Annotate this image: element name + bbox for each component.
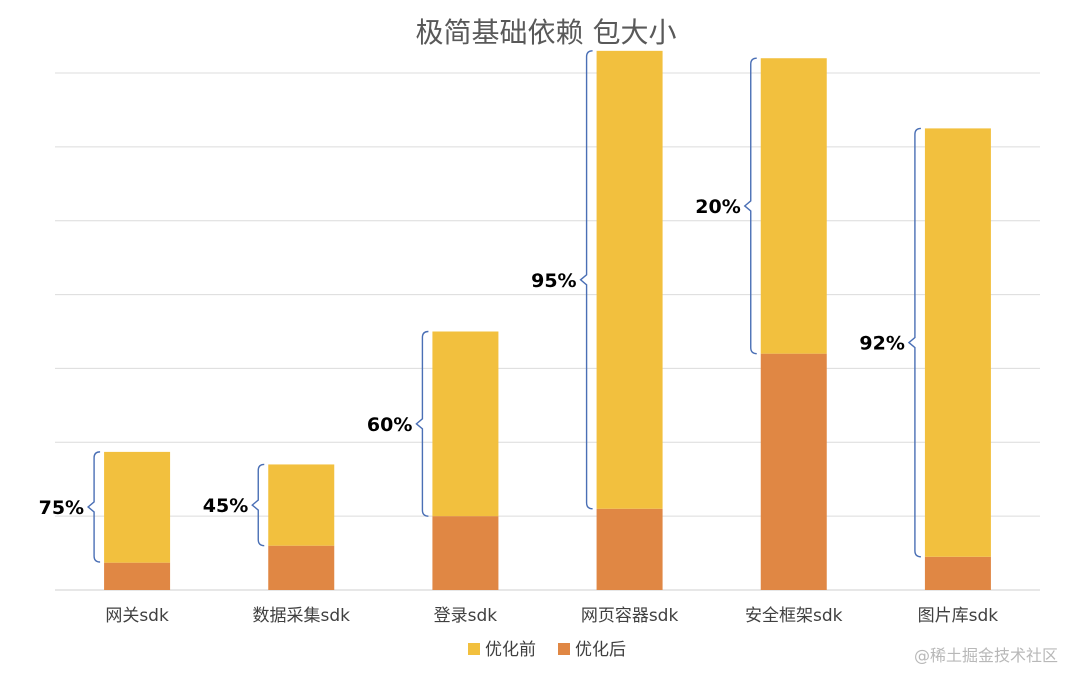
bar-before [268, 464, 335, 546]
watermark: @稀土掘金技术社区 [914, 646, 1058, 665]
reduction-label: 75% [39, 497, 84, 519]
bar-before [104, 451, 171, 563]
category-label: 网关sdk [105, 606, 169, 626]
gridlines [55, 72, 1040, 591]
reduction-bracket [579, 50, 593, 510]
legend-label: 优化后 [575, 640, 626, 660]
reduction-label: 20% [695, 196, 740, 218]
category-label: 登录sdk [434, 606, 498, 626]
bar-after [268, 545, 335, 590]
reduction-label: 45% [203, 495, 248, 517]
bar-before [924, 128, 991, 557]
reduction-label: 60% [367, 414, 412, 436]
bar-before [760, 58, 827, 354]
bar-after [596, 508, 663, 590]
category-label: 数据采集sdk [253, 606, 351, 626]
reduction-label: 92% [859, 333, 904, 355]
category-label: 图片库sdk [918, 606, 999, 626]
bars [104, 50, 991, 590]
reduction-brackets: 75% 45% 60% 95% 20% 92% [39, 50, 921, 563]
reduction-label: 95% [531, 270, 576, 292]
legend-swatch [558, 643, 570, 655]
reduction-bracket [743, 57, 757, 355]
reduction-bracket [907, 127, 921, 558]
reduction-bracket [415, 330, 429, 517]
legend-swatch [468, 643, 480, 655]
reduction-bracket [86, 451, 101, 563]
bar-after [924, 556, 991, 590]
category-label: 安全框架sdk [745, 606, 843, 626]
category-labels: 网关sdk 数据采集sdk 登录sdk 网页容器sdk 安全框架sdk 图片库sdk [105, 606, 998, 626]
bar-after [432, 516, 499, 590]
reduction-bracket [251, 463, 265, 547]
category-label: 网页容器sdk [581, 606, 679, 626]
bar-before [596, 50, 663, 509]
bar-before [432, 331, 499, 517]
bar-after [760, 353, 827, 590]
legend-label: 优化前 [485, 640, 536, 660]
chart-title: 极简基础依赖 包大小 [416, 16, 677, 49]
legend: 优化前 优化后 [468, 640, 626, 660]
bar-after [104, 562, 171, 590]
